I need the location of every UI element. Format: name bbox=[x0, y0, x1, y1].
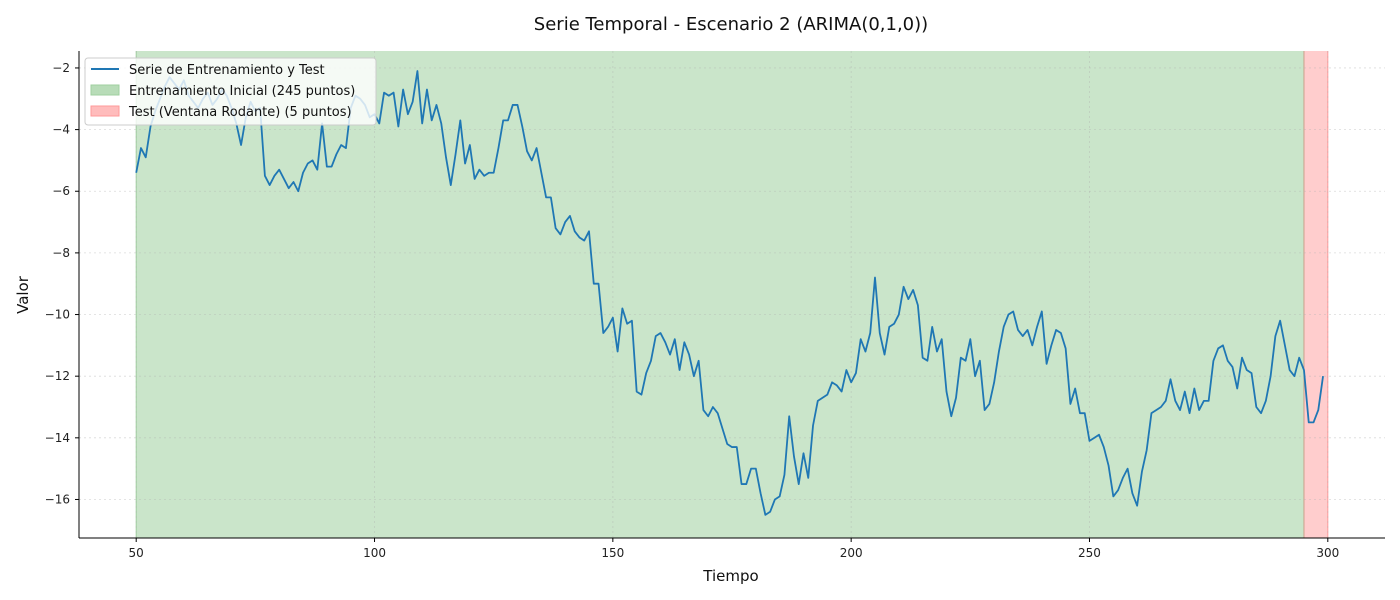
x-tick-label: 100 bbox=[363, 546, 386, 560]
legend-label-train: Entrenamiento Inicial (245 puntos) bbox=[129, 84, 355, 99]
y-tick-label: −2 bbox=[52, 61, 70, 75]
legend-label-test: Test (Ventana Rodante) (5 puntos) bbox=[128, 105, 352, 120]
y-tick-label: −16 bbox=[45, 492, 70, 506]
test-region bbox=[1303, 51, 1328, 538]
y-tick-label: −14 bbox=[45, 431, 70, 445]
chart-title: Serie Temporal - Escenario 2 (ARIMA(0,1,… bbox=[534, 14, 928, 35]
series-line bbox=[135, 70, 1324, 516]
x-tick-label: 250 bbox=[1078, 546, 1101, 560]
x-tick-label: 50 bbox=[129, 546, 144, 560]
y-axis-title: Valor bbox=[14, 275, 32, 314]
legend-swatch-train bbox=[90, 84, 120, 96]
x-tick-label: 200 bbox=[840, 546, 863, 560]
y-tick-label: −8 bbox=[52, 246, 70, 260]
training-region bbox=[136, 51, 1304, 538]
y-tick-label: −10 bbox=[45, 308, 70, 322]
y-tick-label: −4 bbox=[52, 123, 70, 137]
x-tick-label: 150 bbox=[601, 546, 624, 560]
y-tick-label: −6 bbox=[52, 184, 70, 198]
legend-swatch-test bbox=[90, 105, 120, 117]
legend-label-series: Serie de Entrenamiento y Test bbox=[129, 63, 325, 78]
legend: Serie de Entrenamiento y Test Entrenamie… bbox=[84, 57, 377, 126]
y-tick-label: −12 bbox=[45, 369, 70, 383]
x-axis-title: Tiempo bbox=[702, 567, 758, 585]
x-tick-label: 300 bbox=[1316, 546, 1339, 560]
